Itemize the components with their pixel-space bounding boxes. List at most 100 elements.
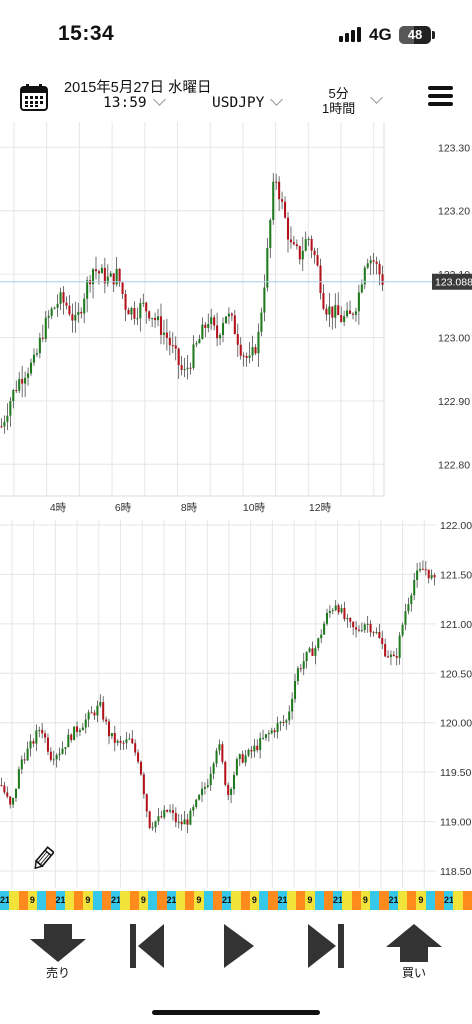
candle-body xyxy=(20,759,23,770)
timeframe-selector[interactable]: 5分 1時間 xyxy=(322,86,355,116)
play-button[interactable] xyxy=(224,924,254,968)
x-tick-label: 12時 xyxy=(309,502,332,514)
strip-cell: 9 xyxy=(27,891,37,910)
candle-body xyxy=(337,305,340,316)
candle-body xyxy=(133,308,136,319)
candle-body xyxy=(307,238,310,240)
candle-body xyxy=(286,217,290,240)
candle-body xyxy=(343,316,346,322)
strip-cell xyxy=(342,891,352,910)
candle-body xyxy=(157,816,160,822)
candle-body xyxy=(242,355,245,357)
bottom-candlestick-chart[interactable]: 122.00 121.50 121.00 120.50 120.00 119.50 119.… xyxy=(0,520,472,888)
candle-body xyxy=(410,595,413,605)
candle-body xyxy=(289,239,292,243)
candle-body xyxy=(44,733,47,738)
candle-body xyxy=(331,610,334,612)
candle-body xyxy=(86,280,89,299)
strip-cell xyxy=(240,891,250,910)
candle-body xyxy=(3,421,6,427)
sell-label: 売り xyxy=(45,966,70,980)
pencil-icon[interactable] xyxy=(32,846,54,872)
candle-body xyxy=(90,712,93,714)
candle-body xyxy=(269,220,272,249)
buy-button[interactable]: 買い xyxy=(386,924,442,980)
y-tick-label: 120.00 xyxy=(440,718,472,730)
candle-body xyxy=(122,742,125,744)
candle-body xyxy=(267,733,270,735)
candle-body xyxy=(337,605,340,613)
candle-body xyxy=(213,317,216,326)
candle-body xyxy=(325,613,329,624)
candle-body xyxy=(296,668,299,682)
candle-body xyxy=(236,334,239,345)
candle-body xyxy=(256,745,259,751)
hamburger-menu-icon[interactable] xyxy=(428,86,453,106)
candle-body xyxy=(401,624,404,636)
candle-body xyxy=(99,702,102,706)
candle-body xyxy=(257,331,260,354)
skip-forward-icon xyxy=(308,924,336,968)
strip-cell xyxy=(296,891,306,910)
candle-body xyxy=(369,260,372,264)
candle-body xyxy=(35,353,38,355)
y-tick-label: 119.50 xyxy=(440,767,471,779)
candle-body xyxy=(334,305,337,318)
time-selector[interactable]: 13:59 xyxy=(103,93,166,111)
candle-body xyxy=(204,324,207,328)
candle-body xyxy=(41,337,44,339)
candle-body xyxy=(288,711,291,721)
step-forward-button[interactable] xyxy=(308,924,344,968)
candle-body xyxy=(78,730,81,732)
step-back-button[interactable] xyxy=(130,924,164,968)
candle-body xyxy=(44,317,47,339)
strip-cell xyxy=(64,891,74,910)
candle-body xyxy=(107,721,111,737)
strip-cell: 21 xyxy=(166,891,177,910)
candle-body xyxy=(298,246,301,260)
candle-body xyxy=(328,611,331,614)
chevron-down-icon xyxy=(370,91,383,104)
candle-body xyxy=(3,785,6,793)
candle-body xyxy=(84,719,87,728)
candle-body xyxy=(207,323,210,328)
candle-body xyxy=(83,298,86,314)
candle-body xyxy=(198,339,201,344)
candle-body xyxy=(105,719,108,722)
strip-cell: 21 xyxy=(222,891,232,910)
candle-body xyxy=(210,317,213,324)
candle-body xyxy=(154,821,157,828)
top-candlestick-chart[interactable]: 123.30123.20123.10123.00122.90122.80123.… xyxy=(0,122,472,518)
candle-body xyxy=(313,250,316,256)
sell-button[interactable]: 売り xyxy=(30,924,86,980)
candle-body xyxy=(378,631,381,638)
candle-body xyxy=(186,367,189,370)
candle-body xyxy=(305,651,308,662)
symbol-selector[interactable]: USDJPY xyxy=(212,93,284,111)
candle-body xyxy=(331,306,334,318)
chevron-down-icon xyxy=(270,93,284,106)
candle-body xyxy=(119,740,122,743)
candle-body xyxy=(71,314,74,321)
candle-body xyxy=(227,313,230,317)
candle-body xyxy=(276,723,279,733)
strip-cell xyxy=(462,891,472,910)
candle-body xyxy=(169,810,172,812)
candle-body xyxy=(110,732,113,737)
y-tick-label: 122.90 xyxy=(438,396,470,408)
candle-body xyxy=(9,401,12,416)
candle-body xyxy=(352,621,355,628)
candle-body xyxy=(203,786,206,789)
candle-body xyxy=(325,308,328,315)
strip-cell: 9 xyxy=(83,891,93,910)
candle-body xyxy=(369,623,372,633)
calendar-icon[interactable] xyxy=(20,84,48,111)
candle-body xyxy=(357,292,360,312)
strip-cell xyxy=(370,891,380,910)
candle-body xyxy=(421,568,424,570)
candle-body xyxy=(0,426,3,428)
status-time: 15:34 xyxy=(58,22,115,45)
strip-cell: 21 xyxy=(55,891,66,910)
candle-body xyxy=(235,759,238,775)
candle-body xyxy=(118,268,121,283)
